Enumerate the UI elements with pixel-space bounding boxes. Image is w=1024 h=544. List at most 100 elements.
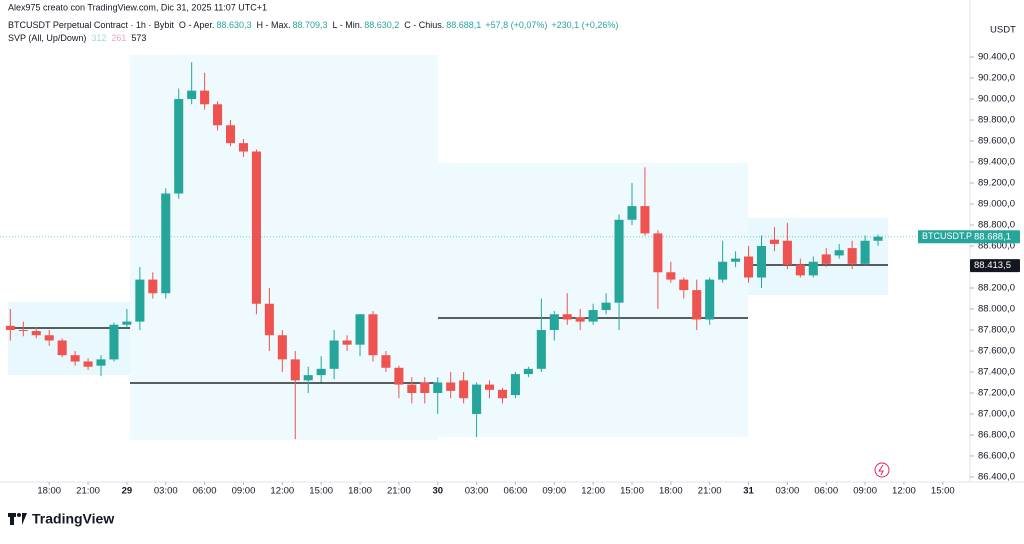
y-tick-label: 87.600,0 [978,345,1015,356]
y-tick-label: 86.800,0 [978,429,1015,440]
candle-body [5,325,15,330]
price-tag-label: 88.688,1 [974,231,1011,242]
x-tick-label: 15:00 [309,486,333,497]
candle-body [536,329,546,369]
ohlc-label: H - Max. [256,20,290,30]
candle-body [187,90,197,100]
x-tick-label: 15:00 [931,486,955,497]
x-tick-label: 18:00 [659,486,683,497]
candle-body [44,335,54,341]
candle-body [485,384,495,390]
candle-body [303,375,313,381]
y-tick-label: 90.400,0 [978,52,1015,63]
indicator-value: 312 [91,33,106,43]
candle-body [394,367,404,385]
candle-body [744,256,754,278]
candle-body [446,382,456,391]
y-tick-label: 87.800,0 [978,325,1015,336]
candle-body [174,99,184,194]
candle-body [705,279,715,320]
candle-body [873,236,883,241]
candle-body [238,143,249,152]
candle-body [679,279,689,291]
candle-body [510,374,520,396]
y-tick-label: 89.200,0 [978,178,1015,189]
x-tick-label: 06:00 [814,486,838,497]
price-tag [970,230,1020,244]
ohlc-value: 88.630,3 [216,20,251,30]
candle-body [264,303,274,336]
x-tick-label: 06:00 [193,486,217,497]
candle-body [627,206,637,220]
x-tick-label: 06:00 [504,486,528,497]
y-tick-label: 86.400,0 [978,471,1015,482]
y-tick-label: 89.000,0 [978,199,1015,210]
change: +230,1 (+0,26%) [551,20,618,30]
ohlc-value: 88.688,1 [446,20,481,30]
x-tick-label: 29 [122,486,133,497]
ohlc-label: C - Chius. [404,20,444,30]
candle-body [640,206,650,234]
candle-body [290,359,300,381]
candle-body [96,359,106,366]
candle-body [614,219,624,303]
ohlc-value: 88.709,3 [293,20,328,30]
x-tick-label: 30 [432,486,443,497]
ohlc-value: 88.630,2 [364,20,399,30]
indicator-name: SVP (All, Up/Down) [8,33,86,43]
candle-body [459,380,469,399]
legend-line: BTCUSDT Perpetual Contract · 1h · Bybit O… [8,20,618,30]
candle-body [549,314,559,330]
y-tick-label: 87.400,0 [978,366,1015,377]
candle-body [756,246,767,278]
y-tick-label: 87.200,0 [978,387,1015,398]
logo: TradingView [8,511,114,527]
y-tick-label: 90.200,0 [978,73,1015,84]
candle-body [472,384,482,414]
y-tick-label: 88.800,0 [978,220,1015,231]
candle-body [601,302,611,311]
profile-areas [8,55,888,440]
x-tick-label: 03:00 [776,486,800,497]
candle-body [31,331,41,336]
candle-body [808,261,818,276]
candle-body [122,321,132,325]
y-tick-label: 89.400,0 [978,157,1015,168]
candle-body [782,240,792,265]
candle-body [407,384,417,393]
candle-body [588,310,598,322]
x-tick-label: 21:00 [698,486,722,497]
candle-body [200,90,210,105]
candle-body [277,335,287,360]
x-tick-label: 09:00 [232,486,256,497]
y-tick-label: 88.000,0 [978,304,1015,315]
candle-body [769,239,779,244]
symbol: BTCUSDT Perpetual Contract · 1h · Bybit [8,20,174,30]
candle-body [821,254,831,264]
y-tick-label: 89.800,0 [978,115,1015,126]
x-tick-label: 03:00 [465,486,489,497]
candle-body [70,355,80,362]
indicator-value: 261 [111,33,126,43]
candle-body [213,104,223,126]
alert-icon[interactable] [874,462,890,478]
y-tick-label: 88.600,0 [978,241,1015,252]
candle-body [562,314,572,320]
candle-body [135,279,145,322]
x-tick-label: 12:00 [270,486,294,497]
candle-body [666,272,676,280]
candle-body [57,340,67,356]
y-tick-label: 90.000,0 [978,94,1015,105]
candle-body [795,264,805,276]
candle-body [653,233,663,273]
x-tick-label: 21:00 [387,486,411,497]
candle-body [251,151,261,304]
candle-body [718,261,728,280]
x-tick-label: 18:00 [37,486,61,497]
indicator-line: SVP (All, Up/Down) 312 261 573 [8,33,146,43]
change: +57,8 (+0,07%) [485,20,547,30]
price-tag-label: 88.413,5 [974,260,1011,271]
x-tick-label: 12:00 [581,486,605,497]
candle-body [692,290,702,320]
candle-body [731,258,741,262]
